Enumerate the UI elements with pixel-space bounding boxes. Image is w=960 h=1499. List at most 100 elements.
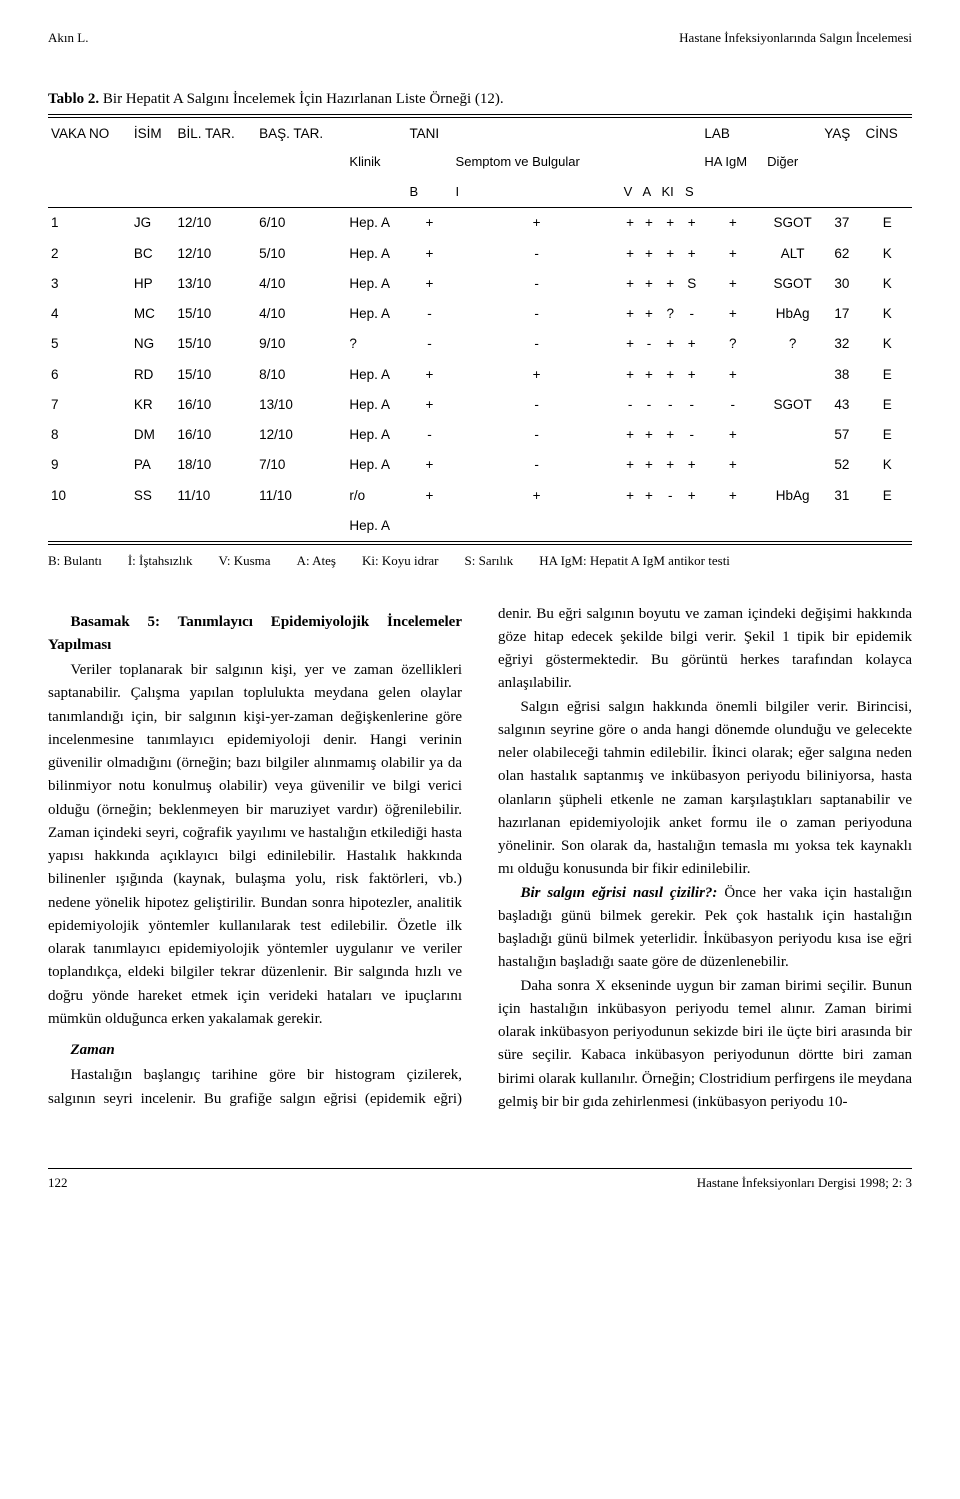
table-header-cell: CİNS (863, 118, 912, 148)
table-cell: 13/10 (174, 269, 256, 299)
table-cell: 18/10 (174, 450, 256, 480)
table-cell: + (406, 360, 452, 390)
table-cell: 8 (48, 420, 131, 450)
table-cell: SS (131, 481, 175, 511)
table-cell: E (863, 208, 912, 238)
table-cell: 15/10 (174, 299, 256, 329)
table-header-cell (640, 148, 659, 178)
table-header-cell (658, 118, 682, 148)
table-cell: 57 (821, 420, 862, 450)
table-cell: - (406, 420, 452, 450)
table-header-cell (174, 178, 256, 208)
legend-item: Ki: Koyu idrar (362, 551, 439, 571)
table-cell: 11/10 (256, 481, 346, 511)
table-cell: 38 (821, 360, 862, 390)
legend-item: HA IgM: Hepatit A IgM antikor testi (539, 551, 730, 571)
table-caption-text: Bir Hepatit A Salgını İncelemek İçin Haz… (99, 91, 503, 107)
table-cell: + (701, 269, 764, 299)
table-cell: 9 (48, 450, 131, 480)
table-cell: + (453, 360, 621, 390)
table-row: 8DM16/1012/10Hep. A--+++-+57E (48, 420, 912, 450)
table-cell: - (621, 390, 640, 420)
table-cell: - (453, 329, 621, 359)
table-cell: 9/10 (256, 329, 346, 359)
table-cell: + (621, 208, 640, 238)
table-cell: - (682, 299, 701, 329)
paragraph: Veriler toplanarak bir salgının kişi, ye… (48, 659, 462, 1031)
table-cell: 7 (48, 390, 131, 420)
table-caption-label: Tablo 2. (48, 91, 99, 107)
table-cell: 31 (821, 481, 862, 511)
body-columns: Basamak 5: Tanımlayıcı Epidemiyolojik İn… (48, 603, 912, 1115)
table-header-cell: İSİM (131, 118, 175, 148)
table-cell: HbAg (764, 481, 821, 511)
table-cell: HbAg (764, 299, 821, 329)
table-row: 4MC15/104/10Hep. A--++?-+HbAg17K (48, 299, 912, 329)
table-cell: BC (131, 239, 175, 269)
table-cell: - (682, 420, 701, 450)
table-header-cell (658, 148, 682, 178)
table-cell (764, 420, 821, 450)
table-cell: 32 (821, 329, 862, 359)
table-cell: - (453, 420, 621, 450)
table-cell: + (406, 239, 452, 269)
table-cell: + (621, 450, 640, 480)
table-cell: Hep. A (346, 208, 406, 238)
table-cell: + (640, 269, 659, 299)
table-cell: NG (131, 329, 175, 359)
table-cell: + (658, 208, 682, 238)
table-header-cell (256, 148, 346, 178)
table-cell: - (406, 299, 452, 329)
table-header-cell (346, 118, 406, 148)
table-header-cell (764, 118, 821, 148)
table-cell: + (621, 329, 640, 359)
table-cell: MC (131, 299, 175, 329)
table-cell: 10 (48, 481, 131, 511)
table-cell: + (621, 360, 640, 390)
table-header-cell (701, 178, 764, 208)
table-header-cell: A (640, 178, 659, 208)
table-cell: 52 (821, 450, 862, 480)
header-left: Akın L. (48, 28, 88, 48)
table-legend: B: Bulantıİ: İştahsızlıkV: KusmaA: AteşK… (48, 545, 912, 577)
table-row: 9PA18/107/10Hep. A+-+++++52K (48, 450, 912, 480)
table-header-cell: I (453, 178, 621, 208)
running-header: Akın L. Hastane İnfeksiyonlarında Salgın… (48, 28, 912, 48)
table-row: 7KR16/1013/10Hep. A+------SGOT43E (48, 390, 912, 420)
table-cell: Hep. A (346, 299, 406, 329)
table-cell: + (406, 390, 452, 420)
table-cell: + (701, 481, 764, 511)
table-cell: + (406, 450, 452, 480)
table-header-cell (256, 178, 346, 208)
table-header-cell (621, 118, 640, 148)
table-cell: 1 (48, 208, 131, 238)
table-cell: E (863, 390, 912, 420)
table-cell: + (682, 208, 701, 238)
legend-item: A: Ateş (297, 551, 336, 571)
table-cell: 15/10 (174, 329, 256, 359)
table-row: 10SS11/1011/10r/o++++-++HbAg31E (48, 481, 912, 511)
legend-item: S: Sarılık (465, 551, 514, 571)
table-cell: ? (764, 329, 821, 359)
table-cell: + (682, 329, 701, 359)
table-cell: Hep. A (346, 450, 406, 480)
table-cell: + (658, 360, 682, 390)
table-cell: K (863, 299, 912, 329)
table-cell: 4 (48, 299, 131, 329)
table-cell: Hep. A (346, 269, 406, 299)
table-cell: 37 (821, 208, 862, 238)
table-header-cell: KI (658, 178, 682, 208)
table-header-cell (131, 178, 175, 208)
table-cell: + (682, 450, 701, 480)
table-cell: + (682, 481, 701, 511)
table-cell: + (621, 420, 640, 450)
table-cell: r/o (346, 481, 406, 511)
table-cell: - (658, 481, 682, 511)
table-cell: ? (701, 329, 764, 359)
table-header-cell: V (621, 178, 640, 208)
table-cell: 2 (48, 239, 131, 269)
table-cell: Hep. A (346, 239, 406, 269)
table-header-cell (453, 118, 621, 148)
run-in-question: Bir salgın eğrisi nasıl çizilir?: (521, 885, 718, 901)
table-header-cell: BİL. TAR. (174, 118, 256, 148)
